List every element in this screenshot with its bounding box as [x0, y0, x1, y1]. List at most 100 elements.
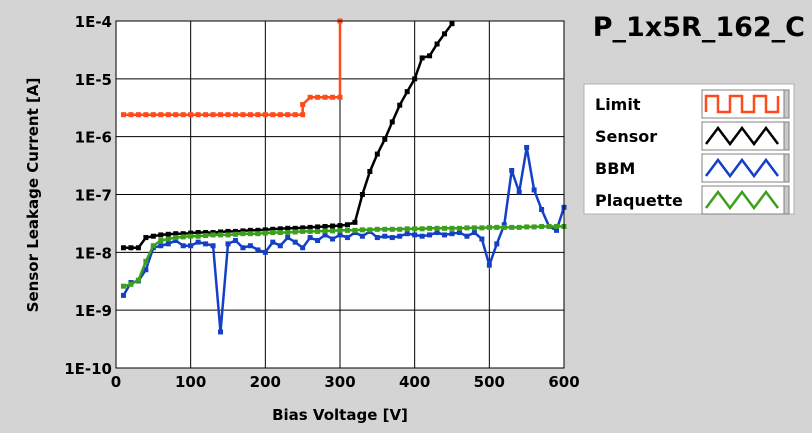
data-point-plaquette: [203, 233, 209, 239]
data-point-bbm: [225, 241, 231, 247]
data-point-limit: [255, 112, 261, 118]
data-point-plaquette: [315, 228, 321, 234]
data-point-limit: [165, 112, 171, 118]
legend-swatch-handle[interactable]: [783, 89, 790, 119]
data-point-sensor: [150, 233, 156, 239]
data-point-sensor: [322, 223, 328, 229]
data-point-sensor: [120, 245, 126, 251]
data-point-limit: [143, 112, 149, 118]
data-point-plaquette: [501, 224, 507, 230]
data-point-plaquette: [225, 232, 231, 238]
data-point-sensor: [247, 227, 253, 233]
data-point-bbm: [554, 227, 560, 233]
data-point-limit: [270, 112, 276, 118]
data-point-bbm: [344, 235, 350, 241]
data-point-bbm: [262, 249, 268, 255]
x-tick-label: 100: [175, 373, 206, 391]
legend-label-plaquette: Plaquette: [595, 191, 683, 210]
data-point-plaquette: [456, 225, 462, 231]
data-point-bbm: [203, 241, 209, 247]
data-point-sensor: [135, 245, 141, 251]
data-point-sensor: [434, 41, 440, 47]
data-point-plaquette: [367, 227, 373, 233]
data-point-plaquette: [150, 243, 156, 249]
data-point-plaquette: [337, 227, 343, 233]
data-point-plaquette: [247, 231, 253, 237]
data-point-plaquette: [352, 227, 358, 233]
data-point-bbm: [285, 235, 291, 241]
data-point-sensor: [128, 245, 134, 251]
data-point-plaquette: [344, 227, 350, 233]
data-point-plaquette: [143, 258, 149, 264]
legend-swatch-handle[interactable]: [783, 121, 790, 151]
data-point-sensor: [232, 228, 238, 234]
legend-swatch-box[interactable]: [701, 89, 785, 119]
data-point-sensor: [300, 225, 306, 231]
data-point-bbm: [516, 189, 522, 195]
data-point-plaquette: [397, 226, 403, 232]
data-point-bbm: [158, 243, 164, 249]
series-limit: [120, 18, 343, 118]
data-point-sensor: [270, 226, 276, 232]
data-point-plaquette: [270, 230, 276, 236]
data-point-sensor: [240, 228, 246, 234]
data-point-bbm: [240, 245, 246, 251]
data-point-bbm: [120, 292, 126, 298]
legend-swatch-handle[interactable]: [783, 153, 790, 183]
y-tick-label: 1E-10: [64, 360, 112, 378]
data-point-plaquette: [135, 277, 141, 283]
data-point-sensor: [404, 89, 410, 95]
data-point-sensor: [143, 235, 149, 241]
data-point-bbm: [382, 233, 388, 239]
legend-swatch-handle[interactable]: [783, 185, 790, 215]
series-sensor: [120, 21, 455, 251]
data-point-plaquette: [218, 232, 224, 238]
data-point-sensor: [165, 231, 171, 237]
data-point-plaquette: [486, 224, 492, 230]
series-plaquette: [120, 223, 567, 289]
square-wave-icon: [704, 94, 780, 114]
data-point-bbm: [539, 207, 545, 213]
data-point-bbm: [292, 239, 298, 245]
data-point-plaquette: [158, 238, 164, 244]
data-point-plaquette: [255, 231, 261, 237]
data-point-sensor: [442, 31, 448, 37]
data-point-bbm: [315, 238, 321, 244]
x-tick-label: 600: [548, 373, 579, 391]
data-point-plaquette: [165, 236, 171, 242]
data-point-limit: [180, 112, 186, 118]
legend-swatch-box[interactable]: [701, 121, 785, 151]
data-point-limit: [315, 94, 321, 100]
data-point-limit: [210, 112, 216, 118]
data-point-bbm: [471, 230, 477, 236]
data-point-bbm: [359, 233, 365, 239]
data-point-bbm: [322, 232, 328, 238]
data-point-plaquette: [180, 234, 186, 240]
data-point-plaquette: [516, 224, 522, 230]
legend-swatch-box[interactable]: [701, 153, 785, 183]
data-point-sensor: [419, 55, 425, 61]
x-axis-ticks: 0 100 200 300 400 500 600: [111, 373, 580, 391]
data-point-plaquette: [232, 231, 238, 237]
data-point-plaquette: [240, 231, 246, 237]
data-point-bbm: [501, 222, 507, 228]
data-point-bbm: [494, 241, 500, 247]
data-point-bbm: [427, 232, 433, 238]
data-point-limit: [277, 112, 283, 118]
data-point-bbm: [300, 245, 306, 251]
data-point-plaquette: [546, 223, 552, 229]
legend-label-sensor: Sensor: [595, 127, 657, 146]
data-point-sensor: [315, 224, 321, 230]
data-point-bbm: [180, 243, 186, 249]
data-point-plaquette: [307, 228, 313, 234]
plot-frame: [115, 20, 565, 369]
data-point-plaquette: [382, 226, 388, 232]
data-point-sensor: [382, 136, 388, 142]
data-point-bbm: [419, 233, 425, 239]
x-axis-title: Bias Voltage [V]: [272, 406, 408, 424]
data-point-sensor: [180, 231, 186, 237]
legend-label-bbm: BBM: [595, 159, 635, 178]
data-point-plaquette: [524, 224, 530, 230]
data-point-limit: [322, 94, 328, 100]
